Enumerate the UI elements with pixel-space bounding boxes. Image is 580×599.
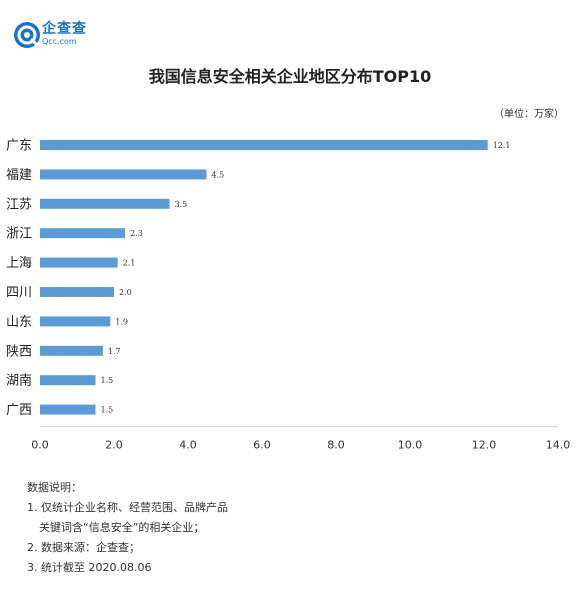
- bar: [40, 140, 488, 150]
- bar: [40, 404, 96, 415]
- data-label: 1.5: [101, 406, 114, 415]
- category-label: 陕西: [6, 344, 32, 359]
- x-tick-label: 14.0: [546, 439, 571, 452]
- category-label: 山东: [6, 315, 32, 330]
- x-tick-label: 12.0: [472, 439, 497, 452]
- category-label: 江苏: [6, 196, 32, 212]
- data-label: 1.5: [101, 376, 114, 385]
- data-label: 4.5: [212, 170, 225, 179]
- chart-title: 我国信息安全相关企业地区分布TOP10: [148, 67, 432, 86]
- data-label: 2.3: [130, 229, 143, 238]
- data-label: 3.5: [175, 200, 188, 209]
- data-notes: 数据说明： 1. 仅统计企业名称、经营范围、品牌产品 关键词含“信息安全”的相关…: [27, 478, 228, 578]
- category-label: 福建: [6, 168, 32, 183]
- bar: [40, 287, 114, 297]
- data-label: 1.7: [108, 347, 121, 356]
- x-tick-label: 0.0: [31, 439, 49, 452]
- x-tick-label: 6.0: [253, 439, 271, 452]
- notes-item-1-cont: 关键词含“信息安全”的相关企业；: [39, 521, 205, 534]
- x-tick-label: 10.0: [398, 439, 423, 452]
- x-tick-label: 4.0: [179, 439, 197, 452]
- category-label: 上海: [6, 256, 32, 271]
- bar: [40, 198, 170, 209]
- qcc-logo-icon: [14, 22, 40, 48]
- x-tick-label: 8.0: [327, 439, 345, 452]
- notes-item-1: 1. 仅统计企业名称、经营范围、品牌产品: [27, 501, 228, 514]
- bar: [40, 375, 96, 386]
- brand-logo: [12, 16, 132, 52]
- category-label: 广东: [6, 139, 32, 154]
- bar: [40, 228, 126, 239]
- data-label: 12.1: [493, 141, 511, 150]
- category-label: 四川: [6, 286, 32, 301]
- notes-item-2: 2. 数据来源：企查查；: [27, 541, 140, 554]
- notes-heading: 数据说明：: [27, 481, 82, 494]
- category-label: 浙江: [6, 227, 32, 242]
- category-label: 湖南: [6, 373, 32, 389]
- category-label: 广西: [6, 403, 32, 418]
- data-label: 1.9: [115, 317, 128, 326]
- x-tick-label: 2.0: [105, 439, 123, 452]
- bar: [40, 316, 111, 327]
- bar-chart: 广东 12.1 福建 4.5 江苏 3.5 浙江 2.3 上海 2.1 四川 2.0 山东 1.9 陕西 1.…: [6, 139, 571, 452]
- bar: [40, 169, 207, 180]
- bar: [40, 257, 118, 268]
- chart-unit: （单位：万家）: [494, 109, 564, 120]
- brand-name: 企查查: [42, 21, 87, 37]
- bar: [40, 345, 103, 356]
- brand-domain: Qcc.com: [42, 37, 77, 46]
- data-label: 2.1: [123, 259, 136, 268]
- notes-item-3: 3. 统计截至 2020.08.06: [27, 561, 152, 574]
- data-label: 2.0: [119, 288, 132, 297]
